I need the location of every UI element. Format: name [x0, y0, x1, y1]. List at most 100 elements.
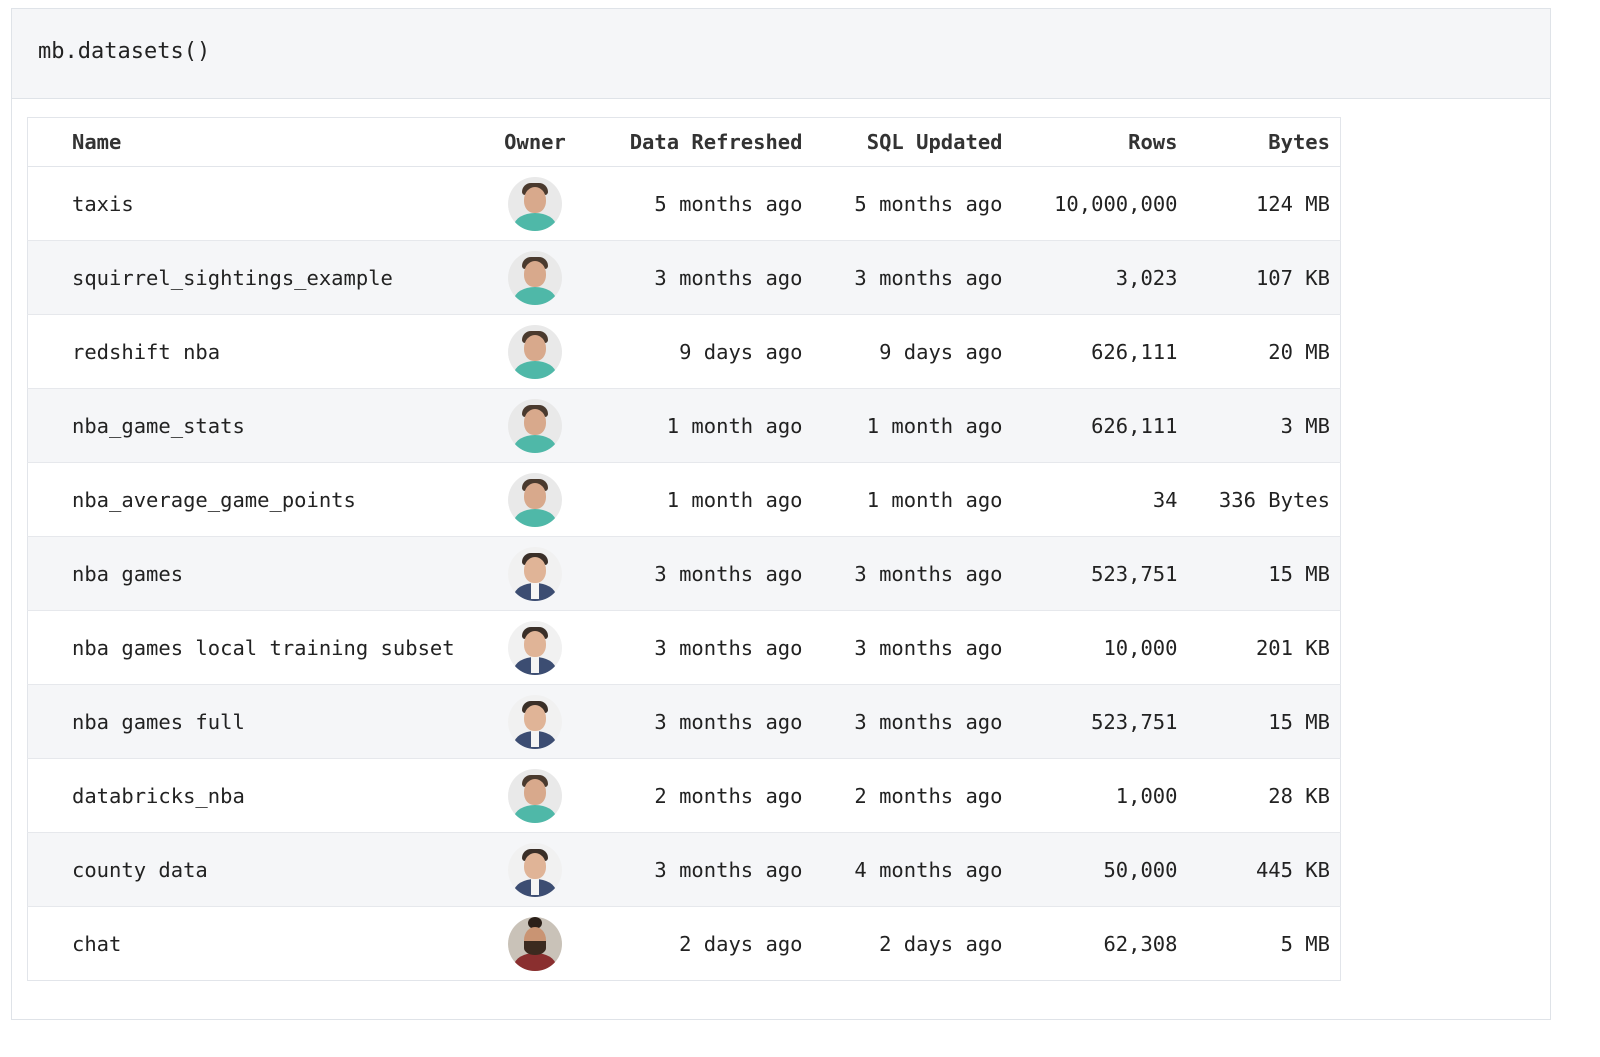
- table-row: county data 3 months ago 4 months ago 50,00…: [27, 832, 1341, 907]
- data-refreshed: 3 months ago: [587, 536, 813, 611]
- avatar-teal-shirt-icon: [508, 324, 562, 379]
- table-body: taxis 5 months ago 5 months ago 10,000,000 1…: [27, 166, 1341, 981]
- data-refreshed: 1 month ago: [587, 388, 813, 463]
- dataset-name: taxis: [27, 166, 483, 241]
- table-row: nba_game_stats 1 month ago 1 month ago 626,…: [27, 388, 1341, 463]
- avatar-teal-shirt-icon: [508, 250, 562, 305]
- dataset-owner: [482, 610, 588, 685]
- data-refreshed: 3 months ago: [587, 610, 813, 685]
- table-row: taxis 5 months ago 5 months ago 10,000,000 1…: [27, 166, 1341, 241]
- sql-updated: 3 months ago: [812, 610, 1013, 685]
- row-count: 3,023: [1012, 240, 1188, 315]
- avatar-bearded-icon: [508, 916, 562, 971]
- avatar-teal-shirt-icon: [508, 176, 562, 231]
- avatar-suit-icon: [508, 694, 562, 749]
- byte-size: 107 KB: [1187, 240, 1341, 315]
- sql-updated: 1 month ago: [812, 388, 1013, 463]
- sql-updated: 3 months ago: [812, 240, 1013, 315]
- dataset-name: nba_game_stats: [27, 388, 483, 463]
- dataset-name: nba_average_game_points: [27, 462, 483, 537]
- sql-updated: 1 month ago: [812, 462, 1013, 537]
- sql-updated: 2 days ago: [879, 931, 1003, 956]
- dataset-owner: [482, 684, 588, 759]
- avatar-suit-icon: [508, 546, 562, 601]
- header-name: Name: [27, 117, 483, 167]
- avatar-teal-shirt-icon: [508, 472, 562, 527]
- byte-size: 201 KB: [1187, 610, 1341, 685]
- byte-size: 28 KB: [1187, 758, 1341, 833]
- dataset-owner: [482, 240, 588, 315]
- data-refreshed: 5 months ago: [587, 166, 813, 241]
- dataset-owner: [482, 832, 588, 907]
- dataset-name: nba games full: [27, 684, 483, 759]
- sql-updated: 9 days ago: [812, 314, 1013, 389]
- data-refreshed: 2 months ago: [587, 758, 813, 833]
- avatar-teal-shirt-icon: [508, 768, 562, 823]
- table-row: chat 2 days ago 2 days ago 62,308 5 MB: [28, 907, 1341, 981]
- byte-size: 445 KB: [1187, 832, 1341, 907]
- sql-updated: 5 months ago: [812, 166, 1013, 241]
- sql-updated: 4 months ago: [812, 832, 1013, 907]
- sql-updated: 3 months ago: [812, 536, 1013, 611]
- dataset-name: nba games: [27, 536, 483, 611]
- row-count: 523,751: [1012, 536, 1188, 611]
- dataset-owner: [483, 907, 588, 981]
- byte-size: 15 MB: [1187, 684, 1341, 759]
- data-refreshed: 3 months ago: [587, 240, 813, 315]
- avatar-teal-shirt-icon: [508, 398, 562, 453]
- byte-size: 124 MB: [1187, 166, 1341, 241]
- table-row: redshift nba 9 days ago 9 days ago 626,111 2…: [27, 314, 1341, 389]
- data-refreshed: 3 months ago: [587, 832, 813, 907]
- table-row: squirrel_sightings_example 3 months ago 3 …: [27, 240, 1341, 315]
- sql-updated: 2 months ago: [812, 758, 1013, 833]
- dataset-owner: [482, 536, 588, 611]
- table-row: databricks_nba 2 months ago 2 months ago 1,…: [27, 758, 1341, 833]
- dataset-name: chat: [72, 931, 122, 956]
- byte-size: 336 Bytes: [1187, 462, 1341, 537]
- header-sql-updated: SQL Updated: [812, 117, 1013, 167]
- dataset-owner: [482, 388, 588, 463]
- table-row: nba games full 3 months ago 3 months ago 52…: [27, 684, 1341, 759]
- data-refreshed: 1 month ago: [587, 462, 813, 537]
- byte-size: 3 MB: [1187, 388, 1341, 463]
- byte-size: 20 MB: [1187, 314, 1341, 389]
- data-refreshed: 9 days ago: [587, 314, 813, 389]
- dataset-owner: [482, 314, 588, 389]
- cell-output: Name Owner Data Refreshed SQL Updated Ro…: [27, 117, 1341, 981]
- header-bytes: Bytes: [1187, 117, 1341, 167]
- dataset-name: databricks_nba: [27, 758, 483, 833]
- row-count: 626,111: [1012, 314, 1188, 389]
- header-rows: Rows: [1012, 117, 1188, 167]
- row-count: 10,000: [1012, 610, 1188, 685]
- dataset-owner: [482, 758, 588, 833]
- row-count: 34: [1012, 462, 1188, 537]
- dataset-owner: [482, 166, 588, 241]
- header-data-refreshed: Data Refreshed: [587, 117, 813, 167]
- byte-size: 15 MB: [1187, 536, 1341, 611]
- avatar-suit-icon: [508, 620, 562, 675]
- code-input[interactable]: mb.datasets(): [12, 9, 1550, 99]
- dataset-name: squirrel_sightings_example: [27, 240, 483, 315]
- row-count: 523,751: [1012, 684, 1188, 759]
- byte-size: 5 MB: [1280, 931, 1330, 956]
- row-count: 1,000: [1012, 758, 1188, 833]
- data-refreshed: 2 days ago: [679, 931, 803, 956]
- code-text: mb.datasets(): [38, 39, 211, 64]
- row-count: 10,000,000: [1012, 166, 1188, 241]
- dataset-name: redshift nba: [27, 314, 483, 389]
- data-refreshed: 3 months ago: [587, 684, 813, 759]
- avatar-suit-icon: [508, 842, 562, 897]
- dataset-name: nba games local training subset: [27, 610, 483, 685]
- dataset-owner: [482, 462, 588, 537]
- dataset-name: county data: [27, 832, 483, 907]
- table-row: nba_average_game_points 1 month ago 1 mont…: [27, 462, 1341, 537]
- table-header-row: Name Owner Data Refreshed SQL Updated Ro…: [27, 117, 1341, 167]
- row-count: 50,000: [1012, 832, 1188, 907]
- row-count: 626,111: [1012, 388, 1188, 463]
- datasets-table: Name Owner Data Refreshed SQL Updated Ro…: [27, 117, 1341, 981]
- row-count: 62,308: [1103, 931, 1178, 956]
- table-row: nba games 3 months ago 3 months ago 523,751…: [27, 536, 1341, 611]
- header-owner: Owner: [482, 117, 588, 167]
- sql-updated: 3 months ago: [812, 684, 1013, 759]
- table-row: nba games local training subset 3 months …: [27, 610, 1341, 685]
